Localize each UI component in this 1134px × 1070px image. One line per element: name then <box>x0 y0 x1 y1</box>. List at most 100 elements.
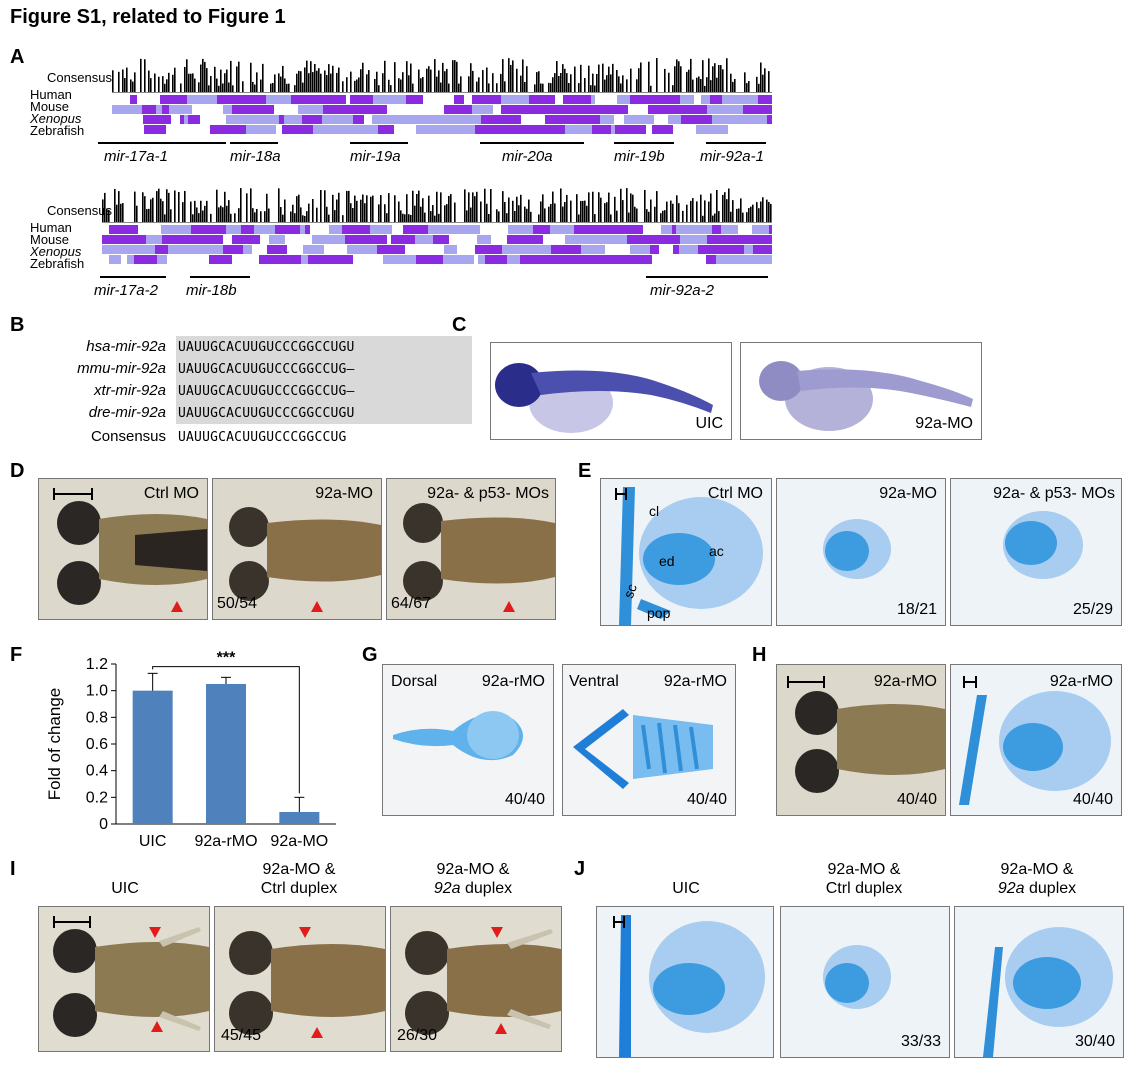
sequence-highlight <box>176 336 472 424</box>
larva-image-ctrl-duplex: 45/45 <box>214 906 386 1052</box>
x-tick-label: UIC <box>139 833 167 850</box>
title-line: 92a duplex <box>388 879 558 898</box>
figure-title: Figure S1, related to Figure 1 <box>10 6 286 28</box>
bar <box>206 684 246 824</box>
larva-image-92a-p53-mos: 92a- & p53- MOs 64/67 <box>386 478 556 620</box>
panel-c-label: C <box>452 314 467 336</box>
panel-b-label: B <box>10 314 25 336</box>
view-label: Ventral <box>569 673 619 690</box>
gene-line <box>350 142 408 144</box>
cartilage-image-ventral: Ventral 92a-rMO 40/40 <box>562 664 736 816</box>
image-title: 92a-MO <box>315 485 373 502</box>
x-tick-label: 92a-rMO <box>194 833 257 850</box>
title-line: Ctrl duplex <box>260 880 338 897</box>
row-label-zebrafish: Zebrafish <box>30 123 85 138</box>
gene-label: mir-18b <box>186 282 237 299</box>
larva-image-92a-mo: 92a-MO 50/54 <box>212 478 382 620</box>
arrow-icon <box>311 1027 323 1038</box>
consensus-seq: UAUUGCACUUGUCCCGGCCUG <box>178 430 347 445</box>
row-label-consensus: Consensus <box>46 203 112 218</box>
image-title: 92a-MO & Ctrl duplex <box>780 860 948 898</box>
title-italic: 92a <box>433 880 461 897</box>
gene-line <box>706 142 766 144</box>
scale-bar <box>53 488 93 500</box>
image-label: 92a-MO <box>915 415 973 432</box>
gene-line <box>480 142 584 144</box>
gene-label: mir-17a-1 <box>104 148 168 165</box>
cartilage-image-92a-duplex-j: 30/40 <box>954 906 1124 1058</box>
image-title: Ctrl MO <box>707 485 763 502</box>
seq-name: hsa-mir-92a <box>86 338 166 355</box>
scale-bar <box>963 676 977 688</box>
gene-label: mir-19b <box>614 148 665 165</box>
arrow-icon <box>491 927 503 938</box>
alignment-bottom <box>102 188 772 264</box>
panel-f-label: F <box>10 644 23 666</box>
seq-value: UAUUGCACUUGUCCCGGCCUGU <box>178 406 355 421</box>
panel-g-label: G <box>362 644 378 666</box>
ratio-label: 40/40 <box>504 791 545 808</box>
y-axis-label: Fold of change <box>45 688 64 800</box>
ratio-label: 26/30 <box>397 1027 438 1044</box>
panel-a-genes-bottom: mir-17a-2 mir-18b mir-92a-2 <box>0 276 1134 306</box>
image-label: UIC <box>695 415 723 432</box>
image-title: UIC <box>598 860 774 898</box>
gene-label: mir-92a-2 <box>650 282 714 299</box>
arrow-icon <box>299 927 311 938</box>
panel-a-row-labels-top: Consensus Human Mouse Xenopus Zebrafish <box>28 71 112 138</box>
cartilage-image-92a-mo: 92a-MO 18/21 <box>776 478 946 626</box>
cartilage-image-92a-rmo: 92a-rMO 40/40 <box>950 664 1122 816</box>
x-tick-label: 92a-MO <box>270 833 328 850</box>
title-uic: UIC <box>111 880 139 897</box>
gene-line <box>614 142 674 144</box>
ratio-label: 40/40 <box>686 791 727 808</box>
embryo-image-92a-mo: 92a-MO <box>740 342 982 440</box>
arrow-icon <box>311 601 323 612</box>
gene-line <box>100 276 166 278</box>
consensus-label: Consensus <box>90 428 166 445</box>
gene-line <box>230 142 278 144</box>
larva-image-92a-duplex: 26/30 <box>390 906 562 1052</box>
title-uic: UIC <box>672 880 700 897</box>
annotation-cl: cl <box>649 503 660 519</box>
image-title: 92a-rMO <box>1049 673 1113 690</box>
title-line: Ctrl duplex <box>825 880 903 897</box>
panel-j-label: J <box>574 858 586 880</box>
annotation-pop: pop <box>647 605 671 621</box>
arrow-icon <box>495 1023 507 1034</box>
gene-line <box>98 142 226 144</box>
panel-i-label: I <box>10 858 16 880</box>
larva-image-uic <box>38 906 210 1052</box>
row-label-zebrafish: Zebrafish <box>30 256 85 271</box>
title-line: 92a duplex <box>952 879 1122 898</box>
embryo-image-uic: UIC <box>490 342 732 440</box>
scale-bar <box>613 916 625 928</box>
image-title: 92a- & p53- MOs <box>993 485 1115 502</box>
seq-name: xtr-mir-92a <box>94 382 166 399</box>
title-rest: duplex <box>1024 880 1077 897</box>
image-title: 92a-rMO <box>481 673 545 690</box>
image-title: 92a-MO <box>879 485 937 502</box>
cartilage-image-ctrl-duplex-j: 33/33 <box>780 906 950 1058</box>
alignment-top <box>112 58 772 134</box>
cartilage-image-dorsal: Dorsal 92a-rMO 40/40 <box>382 664 554 816</box>
cartilage-image-uic-j <box>596 906 774 1058</box>
significance-bracket <box>152 666 300 794</box>
seq-name: mmu-mir-92a <box>77 360 166 377</box>
larva-image-92a-rmo: 92a-rMO 40/40 <box>776 664 946 816</box>
title-line: 92a-MO & <box>827 861 901 878</box>
cartilage-image-ctrl-mo: Ctrl MO cl ed ac sc pop <box>600 478 772 626</box>
image-title: 92a-MO & Ctrl duplex <box>214 860 384 898</box>
seq-value: UAUUGCACUUGUCCCGGCCUGU <box>178 340 355 355</box>
image-title: Ctrl MO <box>143 485 199 502</box>
ratio-label: 50/54 <box>217 595 258 612</box>
y-tick-label: 1.2 <box>86 656 108 673</box>
ratio-label: 40/40 <box>1072 791 1113 808</box>
annotation-ac: ac <box>709 543 724 559</box>
image-title: 92a-MO & 92a duplex <box>388 860 558 898</box>
scale-bar <box>53 916 91 928</box>
gene-label: mir-18a <box>230 148 281 165</box>
significance-label: *** <box>217 650 236 667</box>
bar <box>279 812 320 824</box>
panel-h-label: H <box>752 644 767 666</box>
